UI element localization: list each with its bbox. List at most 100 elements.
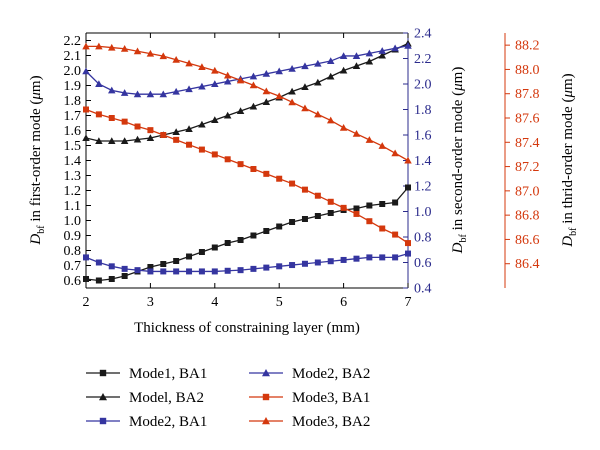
data-point bbox=[82, 67, 90, 75]
data-point bbox=[352, 62, 361, 69]
series-line bbox=[86, 45, 409, 162]
data-point bbox=[340, 256, 347, 263]
data-point bbox=[82, 134, 90, 141]
data-point bbox=[314, 110, 322, 118]
data-point bbox=[108, 137, 116, 144]
data-point bbox=[133, 47, 142, 55]
series-1 bbox=[85, 187, 409, 282]
y1-tick-label: 1.0 bbox=[64, 214, 82, 229]
data-point bbox=[405, 184, 411, 191]
series-line bbox=[85, 45, 409, 95]
data-point bbox=[185, 125, 193, 132]
data-point bbox=[263, 170, 270, 177]
data-point bbox=[108, 43, 116, 51]
y2-tick-label: 1.4 bbox=[414, 154, 432, 169]
legend-marker bbox=[99, 369, 107, 377]
data-point bbox=[276, 263, 283, 270]
data-point bbox=[263, 228, 270, 234]
data-point bbox=[146, 134, 155, 141]
data-point bbox=[276, 175, 283, 182]
y3-tick-label: 87.0 bbox=[515, 184, 540, 199]
data-point bbox=[95, 42, 103, 50]
data-point bbox=[211, 116, 219, 123]
data-point bbox=[249, 102, 258, 110]
data-point bbox=[211, 268, 218, 275]
data-point bbox=[262, 98, 271, 105]
x-tick-label: 5 bbox=[276, 295, 283, 310]
data-point bbox=[198, 249, 205, 255]
y2-tick-label: 1.6 bbox=[414, 129, 432, 144]
y1-tick-label: 0.7 bbox=[64, 259, 82, 274]
data-point bbox=[108, 276, 115, 282]
data-point bbox=[352, 130, 361, 137]
data-point bbox=[339, 52, 348, 59]
data-point bbox=[365, 57, 374, 65]
data-point bbox=[250, 166, 257, 172]
y2-tick-label: 2.2 bbox=[414, 52, 432, 67]
legend-marker bbox=[262, 369, 270, 377]
y1-tick-label: 0.9 bbox=[64, 229, 82, 244]
data-point bbox=[186, 268, 193, 275]
y1-tick-label: 0.8 bbox=[64, 244, 82, 259]
data-point bbox=[198, 268, 205, 275]
data-point bbox=[121, 273, 128, 279]
y2-tick-label: 2.4 bbox=[414, 27, 432, 42]
data-point bbox=[198, 146, 205, 153]
data-point bbox=[378, 51, 386, 59]
data-point bbox=[223, 71, 232, 79]
data-point bbox=[211, 80, 219, 87]
y1-tick-label: 2.1 bbox=[64, 49, 82, 64]
data-point bbox=[366, 202, 373, 209]
data-point bbox=[378, 47, 386, 54]
y3-tick-label: 87.4 bbox=[515, 136, 540, 151]
data-point bbox=[172, 128, 180, 135]
y1-tick-label: 1.2 bbox=[64, 184, 82, 199]
data-point bbox=[83, 106, 89, 113]
data-point bbox=[379, 254, 386, 261]
data-point bbox=[160, 132, 167, 138]
data-point bbox=[366, 254, 373, 261]
data-point bbox=[301, 186, 308, 193]
data-point bbox=[340, 204, 347, 211]
legend-label: Mode2, BA2 bbox=[292, 366, 370, 382]
data-point bbox=[133, 135, 142, 143]
data-point bbox=[314, 59, 322, 67]
data-point bbox=[160, 261, 167, 267]
data-point bbox=[353, 255, 360, 262]
y3-tick-label: 87.2 bbox=[515, 160, 540, 175]
data-point bbox=[121, 265, 128, 272]
data-point bbox=[82, 42, 90, 50]
x-tick-label: 2 bbox=[83, 295, 90, 310]
data-point bbox=[198, 82, 206, 90]
y1-tick-label: 1.3 bbox=[64, 169, 82, 184]
data-point bbox=[95, 80, 103, 87]
y3-tick-label: 88.2 bbox=[515, 39, 540, 54]
data-point bbox=[327, 210, 334, 216]
x-tick-label: 7 bbox=[405, 295, 412, 310]
y3-tick-label: 86.6 bbox=[515, 233, 540, 248]
data-point bbox=[405, 250, 411, 257]
data-point bbox=[186, 141, 193, 148]
data-point bbox=[262, 87, 271, 95]
legend-marker bbox=[262, 393, 270, 401]
data-point bbox=[366, 218, 373, 225]
data-point bbox=[172, 87, 180, 95]
data-point bbox=[83, 254, 89, 261]
data-point bbox=[378, 142, 386, 149]
data-point bbox=[108, 86, 116, 94]
data-point bbox=[365, 136, 374, 143]
y1-tick-label: 0.6 bbox=[64, 274, 82, 289]
series-line bbox=[85, 252, 409, 273]
data-point bbox=[262, 70, 271, 77]
data-point bbox=[339, 66, 348, 74]
data-point bbox=[275, 92, 283, 100]
data-point bbox=[211, 66, 219, 74]
data-point bbox=[250, 232, 257, 239]
y1-tick-label: 1.5 bbox=[64, 139, 82, 154]
data-point bbox=[223, 111, 232, 119]
data-point bbox=[249, 72, 258, 80]
data-point bbox=[224, 156, 231, 163]
y3-tick-label: 87.8 bbox=[515, 87, 540, 102]
data-point bbox=[289, 219, 296, 225]
data-point bbox=[108, 115, 115, 121]
